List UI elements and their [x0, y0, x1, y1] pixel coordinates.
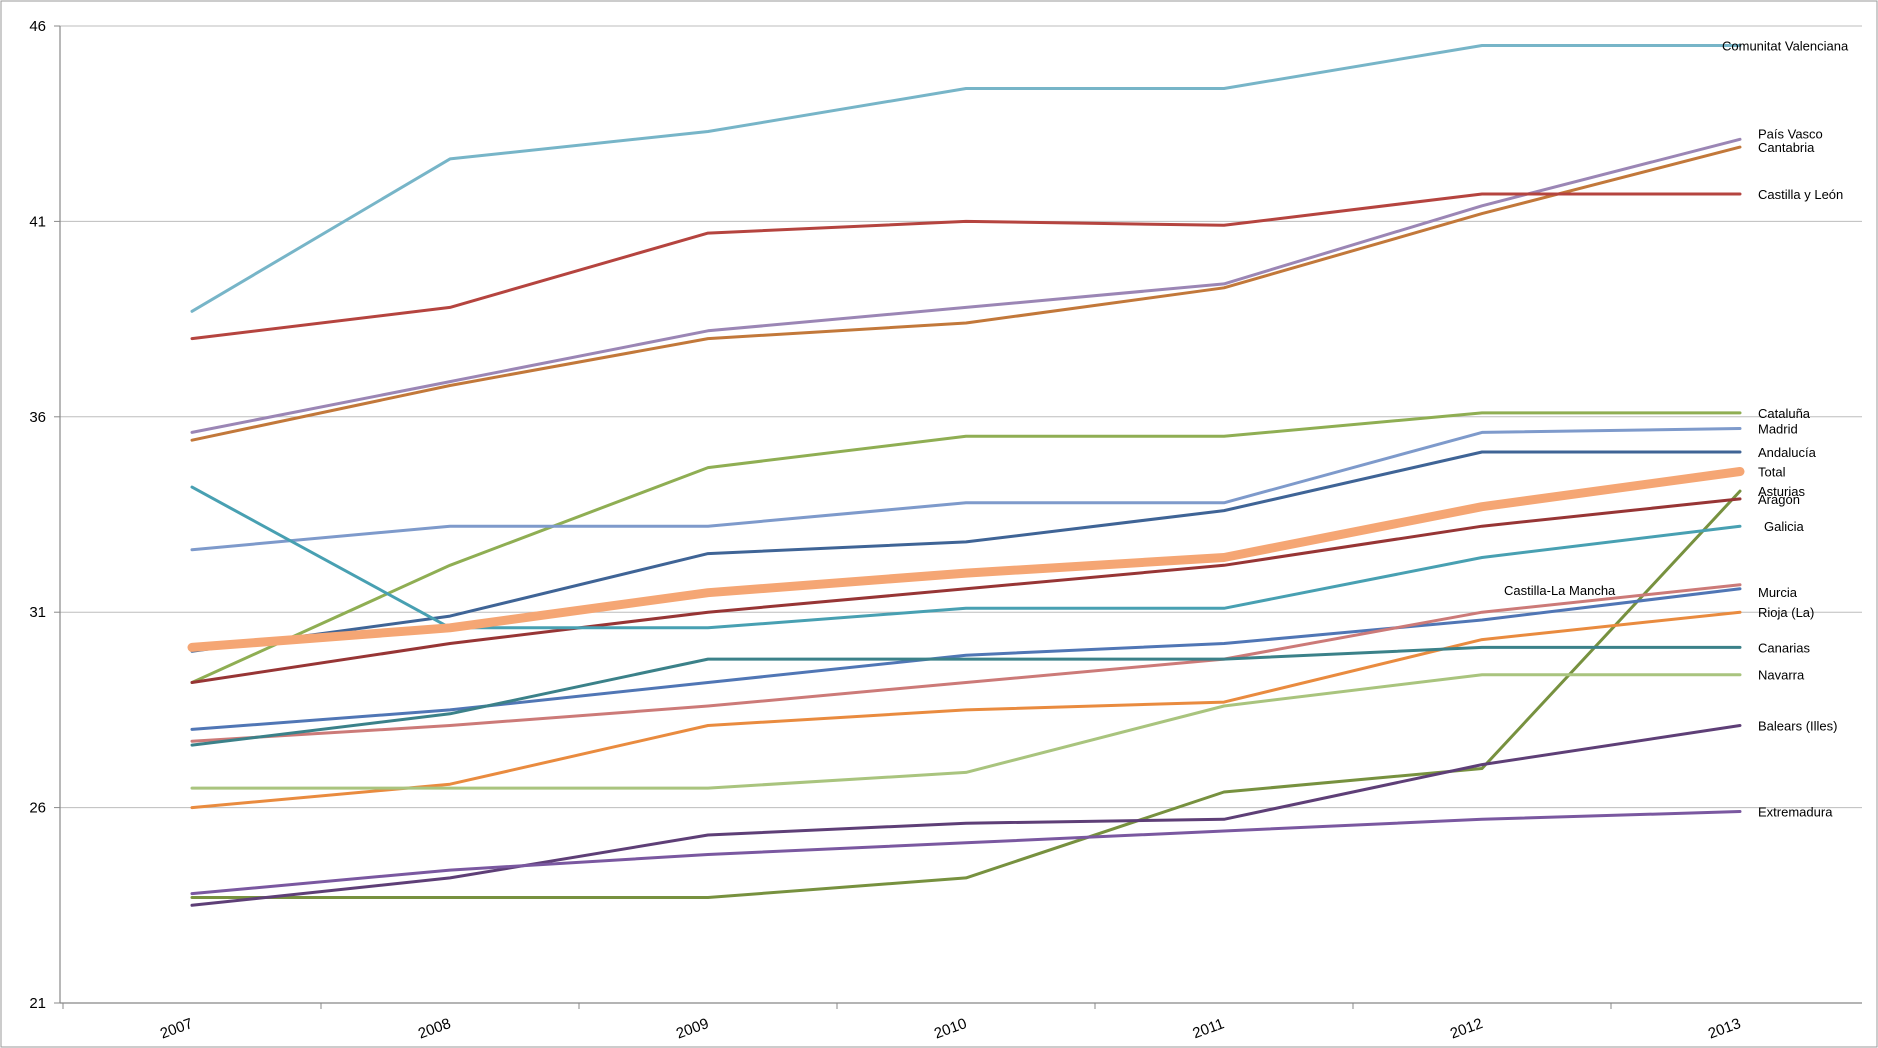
y-tick-label: 36 — [29, 409, 46, 426]
series-line-murcia — [190, 587, 1742, 731]
series-line-aragon — [190, 497, 1742, 684]
series-line-castilla-la-mancha — [190, 583, 1742, 743]
x-tick-label: 2008 — [416, 1015, 453, 1042]
y-tick-label: 31 — [29, 604, 46, 621]
series-label: Extremadura — [1758, 805, 1833, 820]
series-line-navarra — [190, 673, 1742, 790]
x-tick-label: 2007 — [158, 1015, 195, 1042]
y-tick-label: 26 — [29, 800, 46, 817]
series-line-galicia — [190, 485, 1742, 630]
series-label: Cantabria — [1758, 140, 1815, 155]
series-label: Murcia — [1758, 585, 1798, 600]
series-line-extremadura — [190, 810, 1742, 896]
x-tick-label: 2011 — [1190, 1015, 1226, 1042]
series-label: Navarra — [1758, 668, 1805, 683]
y-tick-label: 41 — [29, 213, 46, 230]
series-line-castilla-y-leon — [190, 192, 1742, 341]
series-label: Castilla y León — [1758, 187, 1843, 202]
y-tick-label: 46 — [29, 18, 46, 35]
series-label: Madrid — [1758, 422, 1798, 437]
series-line-comunitat-valenciana — [190, 44, 1742, 313]
series-line-madrid — [190, 427, 1742, 552]
series-label: Andalucía — [1758, 445, 1817, 460]
x-tick-label: 2012 — [1448, 1015, 1485, 1042]
series-line-rioja-la — [190, 610, 1742, 810]
series-label: Comunitat Valenciana — [1722, 39, 1849, 54]
series-label: Balears (Illes) — [1758, 719, 1837, 734]
series-line-asturias — [190, 489, 1742, 899]
series-label: Total — [1758, 465, 1786, 480]
x-tick-label: 2010 — [932, 1015, 969, 1042]
y-tick-label: 21 — [29, 995, 46, 1012]
series-label: Castilla-La Mancha — [1504, 583, 1616, 598]
x-tick-label: 2009 — [674, 1015, 711, 1042]
series-line-pais-vasco — [190, 137, 1742, 434]
series-line-total — [187, 467, 1745, 652]
series-label: País Vasco — [1758, 126, 1823, 141]
series-line-cantabria — [190, 145, 1742, 442]
series-label: Rioja (La) — [1758, 605, 1814, 620]
series-line-canarias — [190, 645, 1742, 747]
series-label: Canarias — [1758, 640, 1811, 655]
series-label: Aragón — [1758, 492, 1800, 507]
series-line-andalucia — [190, 450, 1742, 653]
series-label: Asturias — [1758, 484, 1805, 499]
x-tick-label: 2013 — [1706, 1015, 1743, 1042]
series-label: Galicia — [1764, 519, 1805, 534]
series-line-cataluna — [190, 411, 1742, 684]
series-line-balears-illes — [190, 724, 1742, 907]
series-label: Cataluña — [1758, 406, 1811, 421]
